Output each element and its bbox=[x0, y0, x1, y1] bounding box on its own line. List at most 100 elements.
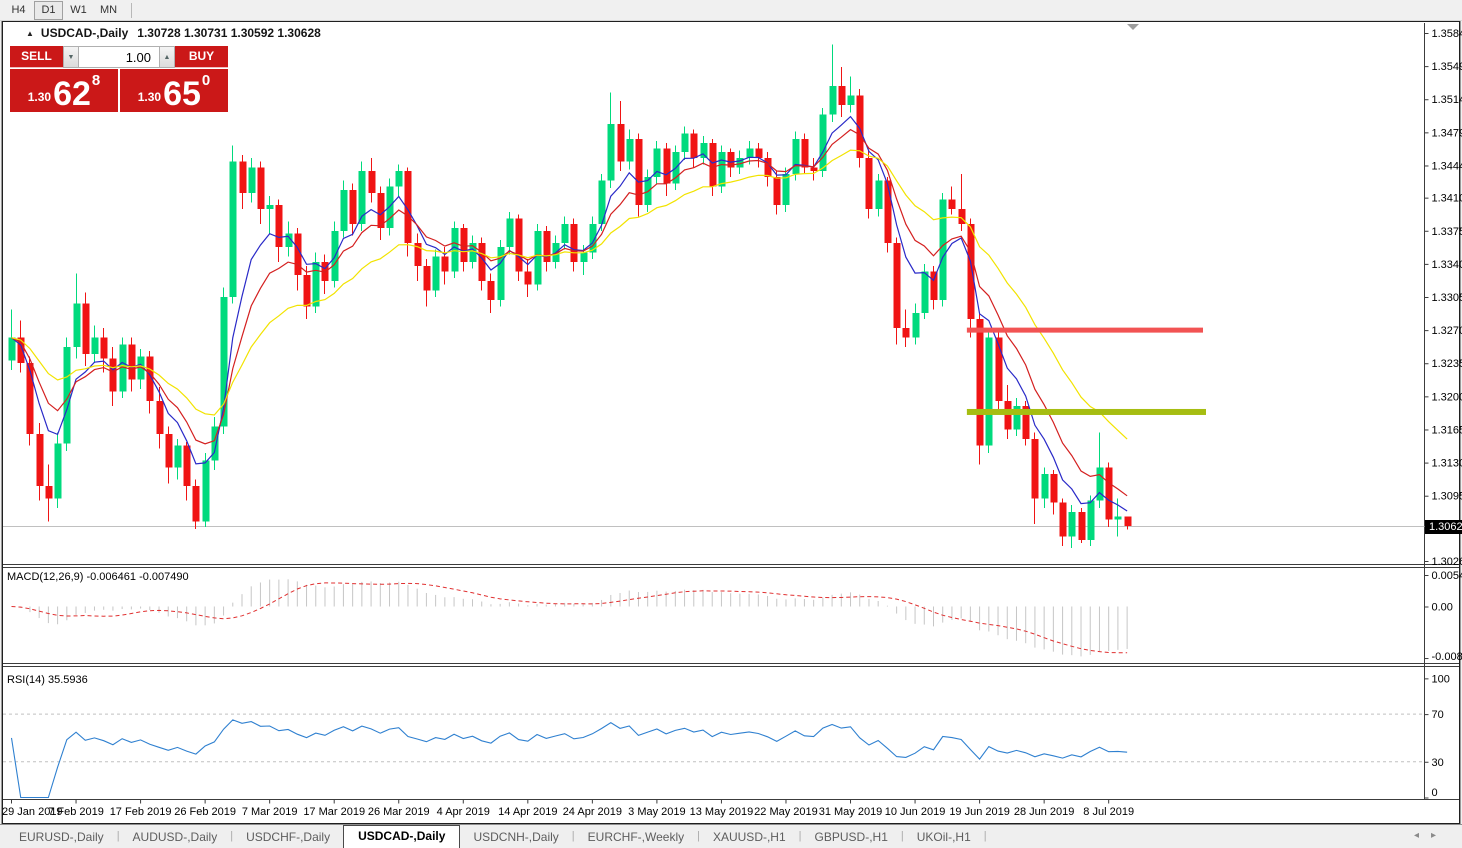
price-tick-label: 1.32350 bbox=[1432, 358, 1462, 370]
chart-header: ▲ USDCAD-,Daily 1.30728 1.30731 1.30592 … bbox=[26, 26, 321, 40]
support-line[interactable] bbox=[967, 409, 1206, 415]
macd-signal-line bbox=[12, 583, 1128, 653]
candle-up bbox=[913, 313, 920, 338]
volume-input[interactable] bbox=[79, 46, 159, 68]
tab-ukoil-h1[interactable]: UKOil-,H1 bbox=[904, 827, 984, 848]
scroll-left-icon[interactable]: ◂ bbox=[1414, 830, 1431, 841]
tab-usdcad-daily[interactable]: USDCAD-,Daily bbox=[343, 825, 460, 848]
candle-down bbox=[461, 228, 468, 262]
tab-scroll-arrows[interactable]: ◂▸ bbox=[1414, 830, 1448, 841]
candlestick-series bbox=[9, 44, 1132, 547]
candle-down bbox=[949, 200, 956, 209]
tab-separator: | bbox=[984, 830, 987, 842]
candle-down bbox=[525, 271, 532, 284]
price-tick-label: 1.33050 bbox=[1432, 292, 1462, 304]
tab-audusd-daily[interactable]: AUDUSD-,Daily bbox=[120, 827, 231, 848]
resistance-line[interactable] bbox=[967, 328, 1203, 333]
chart-ohlc-values: 1.30728 1.30731 1.30592 1.30628 bbox=[137, 26, 321, 40]
price-tick-label: 1.30260 bbox=[1432, 556, 1462, 568]
rsi-tick-label: 0 bbox=[1432, 787, 1438, 799]
candle-up bbox=[9, 338, 16, 361]
current-price-tag: 1.30628 bbox=[1425, 520, 1462, 534]
macd-pane bbox=[12, 579, 1128, 656]
rsi-tick-label: 70 bbox=[1432, 709, 1444, 721]
price-tick-label: 1.34440 bbox=[1432, 160, 1462, 172]
tab-xauusd-h1[interactable]: XAUUSD-,H1 bbox=[700, 827, 799, 848]
candle-down bbox=[756, 148, 763, 157]
tab-eurusd-daily[interactable]: EURUSD-,Daily bbox=[6, 827, 117, 848]
candle-down bbox=[110, 359, 117, 392]
candle-up bbox=[55, 444, 62, 499]
candle-up bbox=[433, 256, 440, 290]
tab-usdchf-daily[interactable]: USDCHF-,Daily bbox=[233, 827, 343, 848]
rsi-line bbox=[12, 720, 1128, 798]
candle-down bbox=[1032, 439, 1039, 499]
candle-down bbox=[27, 363, 34, 434]
candle-down bbox=[276, 205, 283, 247]
candle-up bbox=[1115, 517, 1122, 520]
rsi-pane bbox=[3, 714, 1425, 797]
sell-button[interactable]: SELL bbox=[10, 46, 63, 68]
candle-up bbox=[830, 86, 837, 114]
timeframe-button-h4[interactable]: H4 bbox=[4, 1, 33, 20]
chart-shift-marker[interactable] bbox=[1127, 24, 1139, 30]
candle-down bbox=[1106, 467, 1113, 519]
candle-down bbox=[369, 171, 376, 193]
date-tick-label: 28 Jun 2019 bbox=[1014, 806, 1075, 818]
candle-down bbox=[664, 148, 671, 183]
candle-down bbox=[857, 95, 864, 157]
candle-down bbox=[442, 256, 449, 271]
down-arrow-icon: ▼ bbox=[68, 54, 75, 61]
candle-down bbox=[1005, 401, 1012, 429]
candle-up bbox=[876, 181, 883, 209]
candle-down bbox=[424, 266, 431, 291]
candle-up bbox=[608, 124, 615, 181]
volume-control: ▼ ▲ bbox=[63, 46, 175, 68]
timeframe-button-mn[interactable]: MN bbox=[94, 1, 123, 20]
candle-down bbox=[46, 486, 53, 498]
candle-down bbox=[1060, 502, 1067, 536]
sell-price-display[interactable]: 1.30 62 8 bbox=[10, 69, 118, 112]
candle-down bbox=[894, 243, 901, 328]
candle-down bbox=[571, 224, 578, 262]
price-tick-label: 1.33400 bbox=[1432, 259, 1462, 271]
candle-up bbox=[387, 186, 394, 228]
tab-eurchf-weekly[interactable]: EURCHF-,Weekly bbox=[575, 827, 697, 848]
candle-down bbox=[710, 143, 717, 187]
candle-down bbox=[959, 209, 966, 224]
tab-usdcnh-daily[interactable]: USDCNH-,Daily bbox=[460, 827, 571, 848]
candle-up bbox=[682, 133, 689, 152]
candle-up bbox=[747, 148, 754, 157]
timeframe-button-d1[interactable]: D1 bbox=[34, 1, 63, 20]
date-tick-label: 24 Apr 2019 bbox=[563, 806, 622, 818]
candle-up bbox=[922, 271, 929, 313]
buy-button[interactable]: BUY bbox=[175, 46, 228, 68]
macd-axis: 0.0054840.00-0.008973 bbox=[1425, 570, 1462, 663]
candle-up bbox=[313, 262, 320, 306]
scroll-right-icon[interactable]: ▸ bbox=[1431, 830, 1448, 841]
candle-up bbox=[986, 338, 993, 446]
volume-increase-button[interactable]: ▲ bbox=[159, 46, 175, 68]
tab-gbpusd-h1[interactable]: GBPUSD-,H1 bbox=[802, 827, 901, 848]
candle-up bbox=[74, 304, 81, 348]
date-tick-label: 14 Apr 2019 bbox=[498, 806, 557, 818]
candle-down bbox=[839, 86, 846, 105]
collapse-trade-panel-arrow[interactable]: ▲ bbox=[26, 29, 34, 38]
date-tick-label: 22 May 2019 bbox=[754, 806, 818, 818]
volume-decrease-button[interactable]: ▼ bbox=[63, 46, 79, 68]
candle-up bbox=[848, 95, 855, 104]
toolbar-separator bbox=[131, 3, 132, 18]
candle-up bbox=[1088, 500, 1095, 540]
one-click-trading-panel: SELL ▼ ▲ BUY 1.30 62 8 1.30 65 0 bbox=[10, 46, 228, 112]
candle-down bbox=[193, 486, 200, 521]
candle-down bbox=[488, 281, 495, 300]
candle-up bbox=[175, 446, 182, 468]
macd-tick-label: -0.008973 bbox=[1432, 651, 1462, 663]
date-tick-label: 13 May 2019 bbox=[690, 806, 754, 818]
timeframe-button-w1[interactable]: W1 bbox=[64, 1, 93, 20]
buy-price-display[interactable]: 1.30 65 0 bbox=[120, 69, 228, 112]
candle-down bbox=[166, 434, 173, 467]
